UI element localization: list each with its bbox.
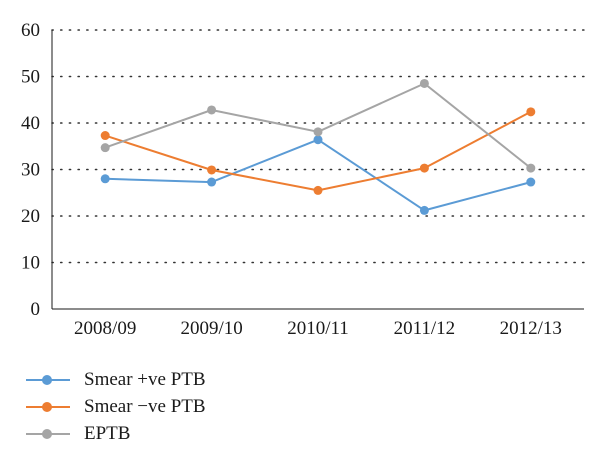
- series-0-point-0: [100, 174, 110, 184]
- series-0-point-2: [313, 135, 323, 145]
- series-1-point-1: [207, 165, 217, 175]
- y-tick-label-0: 0: [31, 299, 41, 320]
- y-tick-label-6: 60: [21, 20, 40, 41]
- series-1-point-3: [419, 163, 429, 173]
- series-2-point-2: [313, 127, 323, 137]
- y-tick-label-5: 50: [21, 67, 40, 88]
- x-tick-label-2: 2010/11: [287, 318, 349, 339]
- legend-item-smear-positive: Smear +ve PTB: [26, 366, 206, 393]
- legend-label-smear-negative: Smear −ve PTB: [84, 395, 206, 417]
- legend-swatch-eptb: [26, 428, 70, 440]
- series-2-point-4: [526, 163, 536, 173]
- y-tick-label-4: 40: [21, 113, 40, 134]
- legend-item-eptb: EPTB: [26, 420, 206, 447]
- series-1-point-0: [100, 131, 110, 141]
- y-tick-label-2: 20: [21, 206, 40, 227]
- series-line-1: [104, 110, 532, 192]
- y-tick-label-3: 30: [21, 160, 40, 181]
- series-0-point-1: [207, 177, 217, 187]
- x-tick-label-4: 2012/13: [500, 318, 562, 339]
- legend-label-smear-positive: Smear +ve PTB: [84, 368, 206, 390]
- legend: Smear +ve PTB Smear −ve PTB EPTB: [26, 366, 206, 447]
- x-tick-label-3: 2011/12: [394, 318, 456, 339]
- series-layer: [100, 78, 536, 215]
- y-tick-labels: 0 10 20 30 40 50 60: [21, 20, 40, 320]
- x-tick-label-1: 2009/10: [180, 318, 242, 339]
- grid-layer: [51, 29, 585, 264]
- series-2-point-3: [419, 78, 429, 88]
- series-0-point-3: [419, 205, 429, 215]
- y-tick-label-1: 10: [21, 253, 40, 274]
- x-tick-labels: 2008/09 2009/10 2010/11 2011/12 2012/13: [74, 318, 562, 339]
- legend-swatch-smear-positive: [26, 374, 70, 386]
- legend-label-eptb: EPTB: [84, 422, 131, 444]
- legend-item-smear-negative: Smear −ve PTB: [26, 393, 206, 420]
- series-2-point-0: [100, 143, 110, 153]
- series-line-0: [105, 138, 532, 212]
- series-1-point-4: [526, 107, 536, 117]
- series-1-point-2: [313, 185, 323, 195]
- series-0-point-4: [526, 177, 536, 187]
- legend-swatch-smear-negative: [26, 401, 70, 413]
- x-tick-label-0: 2008/09: [74, 318, 136, 339]
- series-2-point-1: [207, 105, 217, 115]
